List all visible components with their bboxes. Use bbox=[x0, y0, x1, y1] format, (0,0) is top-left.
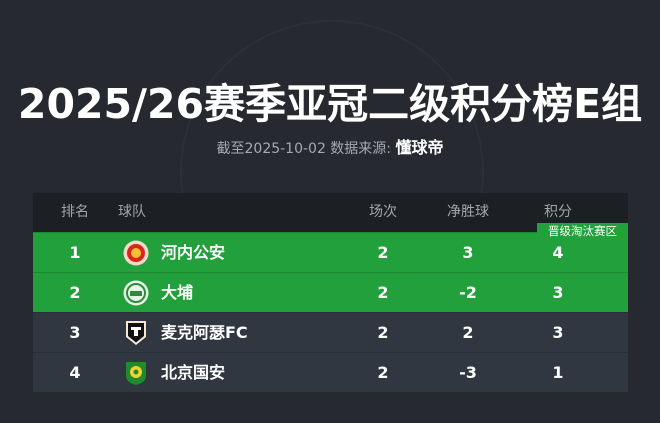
standings-table: 排名 球队 场次 净胜球 积分 晋级淘汰赛区 1 河内公安 2 3 4 2 大埔… bbox=[33, 193, 628, 392]
page-title: 2025/26赛季亚冠二级积分榜E组 bbox=[17, 80, 643, 128]
rank: 1 bbox=[69, 243, 81, 262]
table-row: 3 麦克阿瑟FC 2 2 3 bbox=[33, 312, 628, 352]
header-points: 积分 bbox=[544, 204, 572, 220]
header-played: 场次 bbox=[369, 204, 397, 220]
macarthur-fc-crest-icon bbox=[126, 321, 146, 345]
team-name: 河内公安 bbox=[161, 243, 226, 262]
team: 麦克阿瑟FC bbox=[118, 313, 318, 352]
played: 2 bbox=[377, 243, 389, 262]
rank: 3 bbox=[69, 323, 81, 342]
table-row: 2 大埔 2 -2 3 bbox=[33, 272, 628, 312]
rank: 4 bbox=[69, 363, 81, 382]
goal-difference: 2 bbox=[462, 323, 474, 342]
goal-difference: -2 bbox=[459, 283, 477, 302]
tai-po-crest-icon bbox=[123, 280, 149, 306]
header-rank: 排名 bbox=[61, 204, 89, 220]
table-header: 排名 球队 场次 净胜球 积分 晋级淘汰赛区 bbox=[33, 193, 628, 240]
qualification-zone-badge: 晋级淘汰赛区 bbox=[537, 223, 628, 240]
rank: 2 bbox=[69, 283, 81, 302]
points: 3 bbox=[552, 323, 564, 342]
subtitle: 截至2025-10-02 数据来源: 懂球帝 bbox=[0, 134, 660, 158]
played: 2 bbox=[377, 323, 389, 342]
team-name: 北京国安 bbox=[161, 363, 226, 382]
subtitle-date: 截至2025-10-02 数据来源: bbox=[216, 141, 392, 157]
team: 大埔 bbox=[118, 273, 318, 312]
goal-difference: 3 bbox=[462, 243, 474, 262]
team: 河内公安 bbox=[118, 233, 318, 272]
played: 2 bbox=[377, 363, 389, 382]
header-goal-difference: 净胜球 bbox=[447, 204, 489, 220]
goal-difference: -3 bbox=[459, 363, 477, 382]
points: 3 bbox=[552, 283, 564, 302]
played: 2 bbox=[377, 283, 389, 302]
table-row: 1 河内公安 2 3 4 bbox=[33, 232, 628, 272]
points: 4 bbox=[552, 243, 564, 262]
beijing-guoan-crest-icon bbox=[126, 362, 146, 385]
team-name: 麦克阿瑟FC bbox=[161, 323, 248, 342]
team-name: 大埔 bbox=[161, 283, 194, 302]
table-row: 4 北京国安 2 -3 1 bbox=[33, 352, 628, 392]
hanoi-police-crest-icon bbox=[123, 240, 149, 266]
team: 北京国安 bbox=[118, 353, 318, 392]
points: 1 bbox=[552, 363, 564, 382]
header-team: 球队 bbox=[118, 204, 146, 220]
data-source: 懂球帝 bbox=[395, 138, 444, 157]
